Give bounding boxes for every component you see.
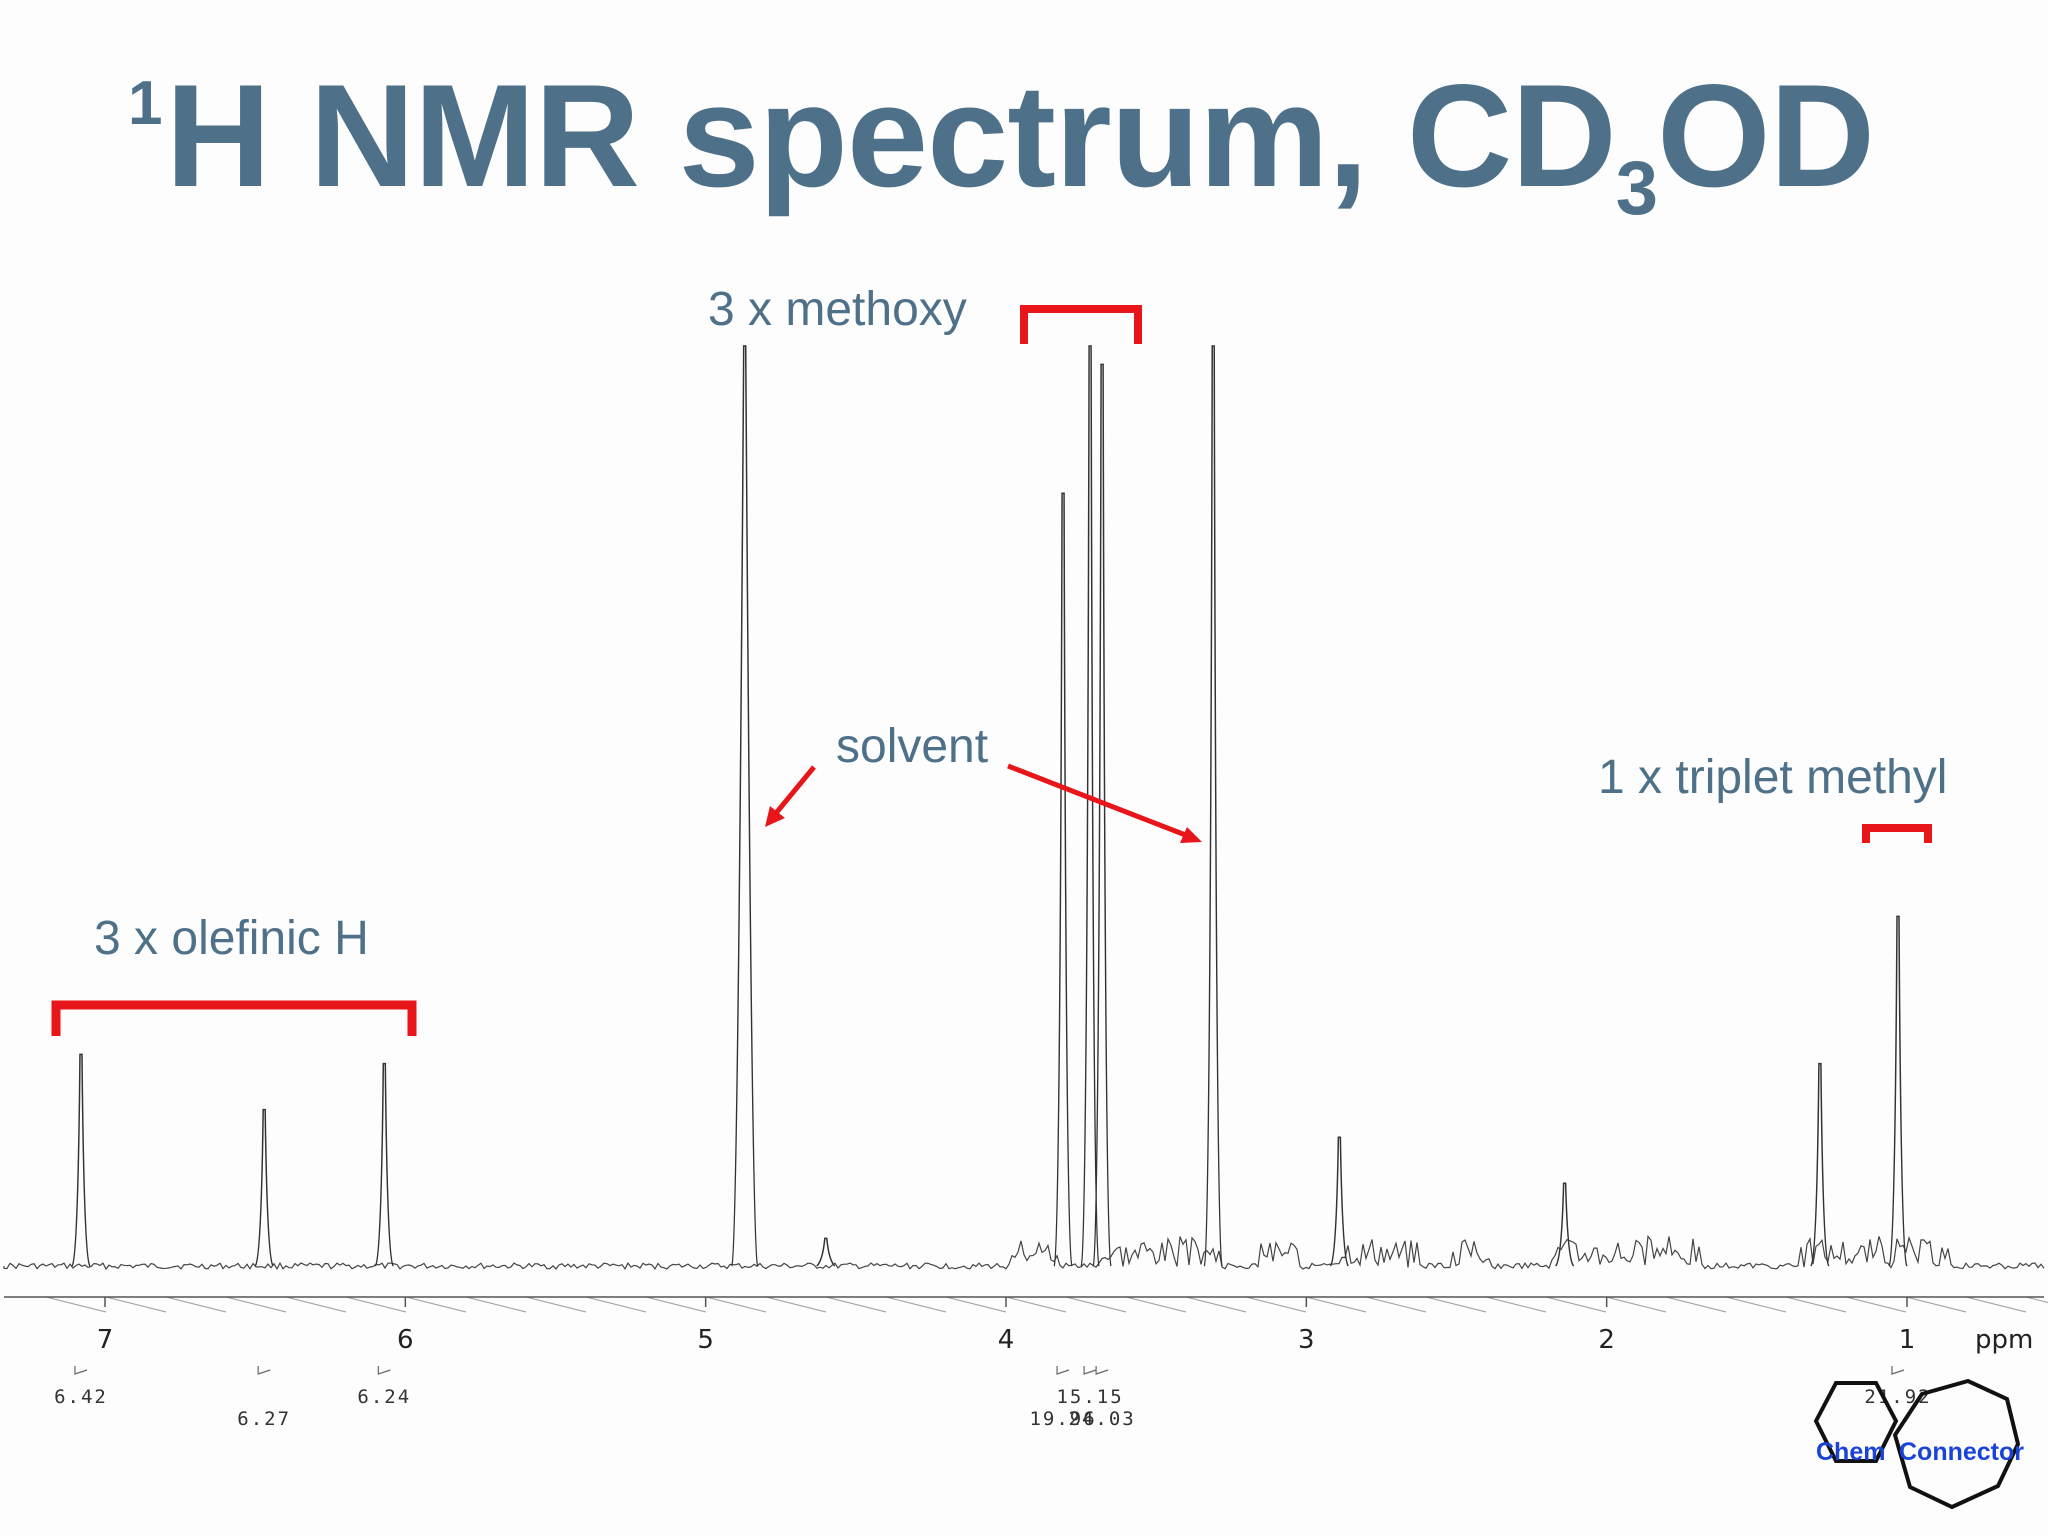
integral-mark [74, 1366, 88, 1375]
integral-mark [1095, 1366, 1109, 1375]
solvent-arrow-right [1007, 763, 1189, 839]
integral-mark [1891, 1366, 1905, 1375]
olefinic-bracket [51, 1000, 417, 1036]
x-tick-label: 1 [1899, 1325, 1916, 1355]
integral-mark [377, 1366, 391, 1375]
integral-label: 6.27 [237, 1408, 291, 1430]
integral-label: 6.24 [357, 1386, 411, 1408]
spectrum-peak [731, 345, 759, 1267]
triplet-bracket [1862, 824, 1932, 843]
x-tick-label: 4 [998, 1325, 1015, 1355]
axis-layer: 7 6 5 4 3 2 1 ppm [4, 1296, 2044, 1355]
solvent-arrowhead-left [765, 806, 785, 827]
spectrum-layer [3, 345, 2045, 1271]
x-tick-label: 6 [397, 1325, 414, 1355]
x-axis-unit-label: ppm [1975, 1325, 2033, 1355]
spectrum-peak [1203, 345, 1223, 1267]
spectrum-peak [1080, 345, 1100, 1267]
logo-text-connector: Connector [1899, 1438, 2024, 1466]
title-main: H NMR spectrum, CD [165, 54, 1616, 217]
x-tick-label: 5 [697, 1325, 714, 1355]
spectrum-baseline [3, 1234, 2045, 1271]
title-superscript: 1 [128, 69, 162, 138]
title-tail: OD [1657, 54, 1875, 217]
integral-mark [1083, 1366, 1097, 1375]
integral-mark [1056, 1366, 1070, 1375]
annotation-olefinic: 3 x olefinic H [94, 912, 369, 965]
solvent-arrow-left [770, 765, 816, 820]
page-title: 1H NMR spectrum, CD3OD [128, 52, 1875, 231]
integral-mark [257, 1366, 271, 1375]
methoxy-bracket [1020, 305, 1142, 344]
spectrum-peak [71, 1053, 91, 1267]
logo-text-chem: Chem [1816, 1438, 1885, 1466]
spectrum-peak [1329, 1136, 1350, 1267]
spectrum-peak [1554, 1182, 1575, 1267]
x-tick-label: 7 [97, 1325, 114, 1355]
integral-layer [45, 1296, 2048, 1313]
spectrum-peak [1092, 363, 1112, 1267]
solvent-arrowhead-right [1180, 827, 1202, 843]
spectrum-peak [254, 1108, 274, 1267]
integral-trace [45, 1296, 2048, 1313]
x-tick-label: 2 [1598, 1325, 1615, 1355]
chemconnector-logo: Chem Connector [1813, 1378, 2024, 1510]
annotation-triplet: 1 x triplet methyl [1598, 751, 1947, 804]
spectrum-peak [816, 1237, 836, 1267]
integral-label: 6.42 [54, 1386, 108, 1408]
x-tick-label: 3 [1298, 1325, 1315, 1355]
integral-label: 24.03 [1069, 1408, 1136, 1430]
spectrum-peak [374, 1062, 394, 1267]
logo-ring-small [1813, 1381, 1899, 1463]
integral-label: 15.15 [1056, 1386, 1123, 1408]
spectrum-peak [1888, 915, 1908, 1267]
spectrum-peak [1810, 1062, 1830, 1267]
integral-label: 19.96 [1029, 1408, 1096, 1430]
logo-ring-large [1892, 1378, 2021, 1510]
annotation-solvent: solvent [836, 720, 988, 773]
annotation-methoxy: 3 x methoxy [708, 283, 967, 336]
spectrum-peak [1053, 492, 1073, 1267]
title-subscript: 3 [1615, 146, 1658, 231]
